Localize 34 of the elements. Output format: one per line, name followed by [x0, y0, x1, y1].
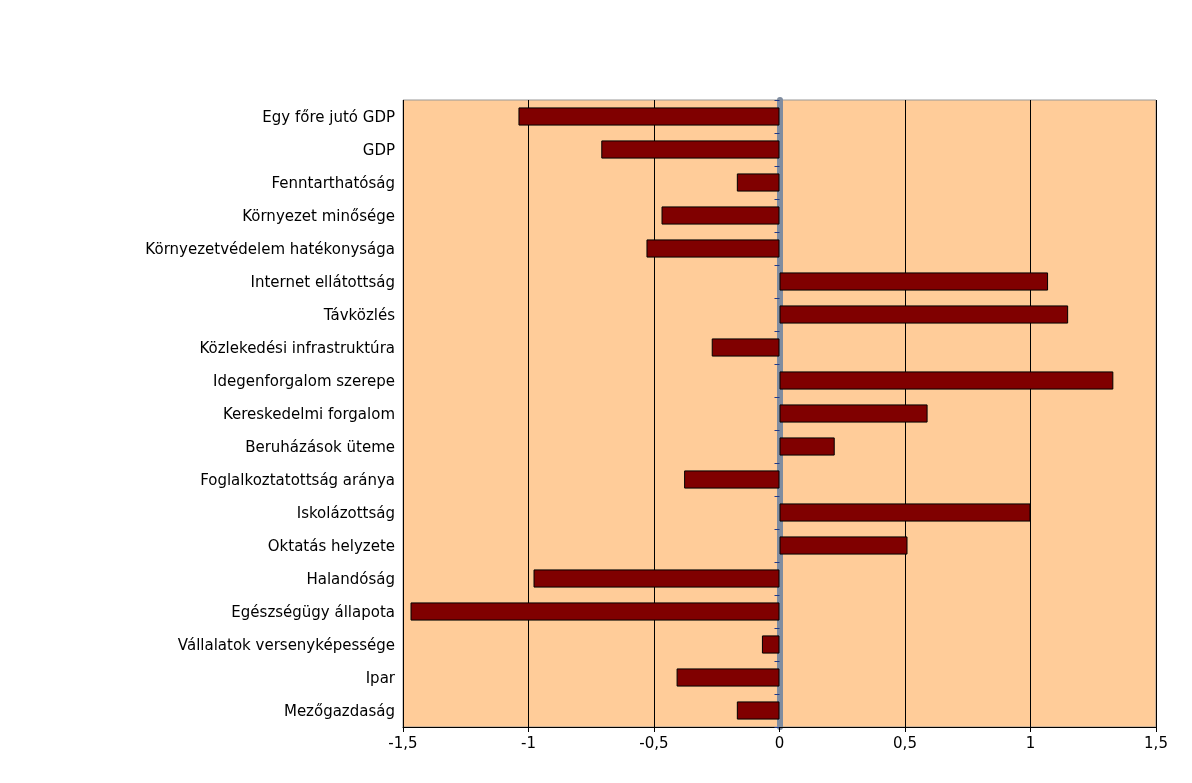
bar: [661, 206, 780, 225]
y-tick-label: Kereskedelmi forgalom: [222, 404, 395, 423]
x-tick-label: 1: [1025, 733, 1036, 752]
bar: [736, 173, 780, 192]
y-tick-label: Ipar: [365, 668, 396, 687]
y-tick-label: Mezőgazdaság: [283, 701, 395, 720]
x-tick-label: 0: [774, 733, 785, 752]
x-tick-label: 0,5: [893, 733, 917, 752]
y-tick-label: Egy főre jutó GDP: [262, 107, 395, 126]
y-tick-label: Beruházások üteme: [245, 437, 395, 456]
bar: [779, 437, 835, 456]
bar: [684, 470, 780, 489]
x-tick-label: -1: [521, 733, 536, 752]
y-tick-label: Vállalatok versenyképessége: [177, 635, 395, 654]
y-tick-label: Közlekedési infrastruktúra: [199, 338, 395, 357]
bar: [711, 338, 780, 357]
bar: [676, 668, 780, 687]
x-tick-label: 1,5: [1144, 733, 1168, 752]
y-tick-label: Egészségügy állapota: [231, 602, 395, 621]
y-tick-label: Iskolázottság: [296, 503, 395, 522]
bar: [761, 635, 780, 654]
y-tick-label: Fenntarthatóság: [271, 173, 395, 192]
x-tick-label: -0,5: [639, 733, 669, 752]
y-tick-label: Idegenforgalom szerepe: [213, 371, 395, 390]
y-tick-label: Internet ellátottság: [250, 272, 395, 291]
x-tick-label: -1,5: [388, 733, 418, 752]
bar: [736, 701, 780, 720]
y-tick-label: Távközlés: [322, 305, 396, 324]
y-tick-label: GDP: [362, 140, 395, 159]
y-tick-label: Környezetvédelem hatékonysága: [145, 239, 395, 258]
y-tick-label: Környezet minősége: [242, 206, 395, 225]
y-tick-label: Foglalkoztatottság aránya: [200, 470, 395, 489]
y-tick-label: Halandóság: [306, 569, 395, 588]
y-tick-label: Oktatás helyzete: [267, 536, 395, 555]
